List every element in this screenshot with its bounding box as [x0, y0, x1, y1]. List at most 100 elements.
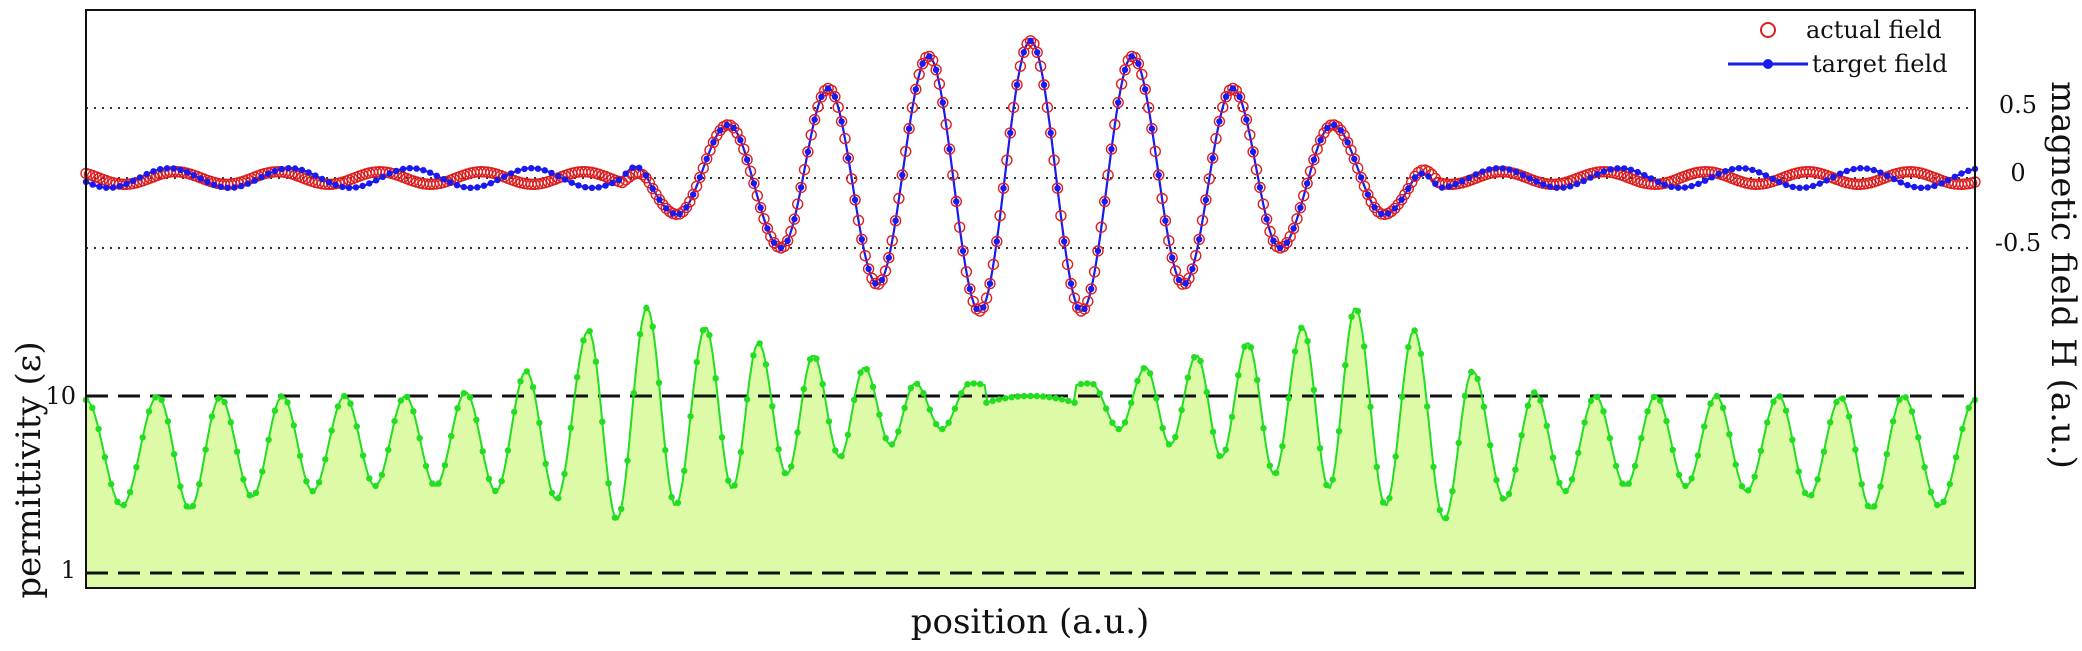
permittivity-point	[1361, 343, 1368, 350]
permittivity-point	[1084, 380, 1091, 387]
target-field-point	[1594, 171, 1601, 178]
permittivity-point	[618, 505, 625, 512]
permittivity-point	[485, 475, 493, 483]
actual-field-point	[1044, 127, 1057, 139]
permittivity-point	[1619, 480, 1626, 487]
actual-field-point	[1233, 91, 1246, 103]
permittivity-point	[422, 462, 430, 470]
permittivity-point	[580, 337, 587, 344]
target-field-point	[285, 165, 292, 172]
target-field-point	[1904, 181, 1911, 189]
target-field-point	[824, 85, 832, 92]
actual-field-series	[80, 35, 1981, 317]
target-field-point	[676, 210, 683, 218]
permittivity-point	[1354, 308, 1362, 315]
permittivity-point	[1052, 395, 1059, 402]
target-field-point	[1020, 49, 1027, 56]
target-field-point	[325, 179, 333, 186]
permittivity-point	[1449, 488, 1456, 495]
permittivity-point	[1417, 350, 1425, 357]
actual-field-point	[738, 143, 750, 155]
target-field-point	[305, 169, 312, 176]
target-field-point	[1034, 49, 1041, 56]
actual-field-point	[1240, 113, 1253, 126]
target-field-point	[1492, 165, 1500, 172]
target-field-point	[211, 181, 218, 188]
target-field-point	[1378, 210, 1385, 218]
target-field-point	[1749, 166, 1756, 174]
permittivity-point	[857, 369, 864, 376]
permittivity-point	[825, 418, 833, 425]
permittivity-point	[844, 431, 852, 439]
target-field-point	[791, 215, 798, 223]
target-field-point	[865, 265, 872, 273]
permittivity-point	[586, 328, 593, 335]
actual-field-point	[1098, 195, 1111, 208]
target-field-point	[1175, 276, 1183, 284]
target-field-point	[1762, 172, 1770, 179]
permittivity-point	[548, 489, 556, 497]
actual-field-point	[1159, 214, 1172, 227]
actual-field-point	[950, 195, 962, 208]
actual-field-point	[1291, 213, 1303, 225]
permittivity-point	[655, 379, 663, 386]
target-field-point	[1202, 196, 1210, 204]
target-field-point	[116, 183, 123, 190]
permittivity-point	[114, 498, 121, 505]
target-field-point	[1796, 184, 1803, 191]
target-field-point	[1830, 173, 1837, 181]
actual-field-point	[1014, 60, 1027, 72]
target-field-point	[291, 165, 299, 172]
target-field-point	[278, 165, 285, 173]
actual-field-point	[933, 78, 946, 90]
actual-field-point	[1115, 78, 1128, 90]
permittivity-point	[731, 482, 738, 489]
actual-field-point	[1024, 35, 1037, 47]
target-field-point	[568, 179, 575, 186]
target-field-point	[1189, 265, 1196, 273]
target-field-point	[615, 176, 623, 183]
permittivity-point	[328, 427, 335, 434]
permittivity-point	[567, 424, 574, 432]
permittivity-point	[252, 489, 260, 496]
actual-field-point	[1338, 129, 1350, 142]
actual-field-point	[1166, 252, 1178, 264]
permittivity-point	[895, 428, 902, 435]
target-field-point	[764, 225, 771, 232]
actual-field-point	[1206, 152, 1219, 164]
permittivity-point	[1008, 394, 1015, 401]
permittivity-point	[1191, 354, 1198, 361]
actual-field-point	[1095, 221, 1108, 233]
permittivity-point	[737, 448, 745, 456]
actual-field-point	[913, 68, 925, 81]
permittivity-point	[1002, 395, 1009, 402]
target-field-point	[1418, 170, 1426, 177]
permittivity-point	[145, 408, 153, 415]
permittivity-point	[221, 398, 228, 406]
permittivity-point	[1316, 445, 1324, 452]
actual-field-point	[1142, 101, 1155, 114]
actual-field-point	[1112, 96, 1124, 109]
target-field-point	[730, 124, 737, 132]
target-field-point	[231, 184, 238, 191]
actual-field-point	[984, 277, 996, 290]
actual-field-point	[1031, 46, 1043, 58]
permittivity-point	[290, 422, 297, 429]
permittivity-point	[1392, 453, 1399, 460]
permittivity-point	[1625, 480, 1632, 487]
actual-field-point	[1156, 192, 1168, 205]
target-field-point	[1965, 167, 1972, 174]
actual-field-point	[808, 113, 821, 126]
permittivity-point	[1228, 413, 1236, 421]
target-field-point	[318, 175, 326, 183]
target-field-point	[575, 182, 582, 189]
right-tick-label-neg0.5: -0.5	[1995, 229, 2041, 257]
permittivity-point	[504, 447, 512, 454]
target-field-point	[777, 244, 785, 252]
actual-field-point	[741, 153, 753, 166]
permittivity-point	[1424, 403, 1431, 410]
target-field-point	[1061, 238, 1068, 245]
actual-field-point	[849, 194, 861, 206]
permittivity-point	[158, 396, 165, 403]
permittivity-point	[794, 429, 801, 436]
